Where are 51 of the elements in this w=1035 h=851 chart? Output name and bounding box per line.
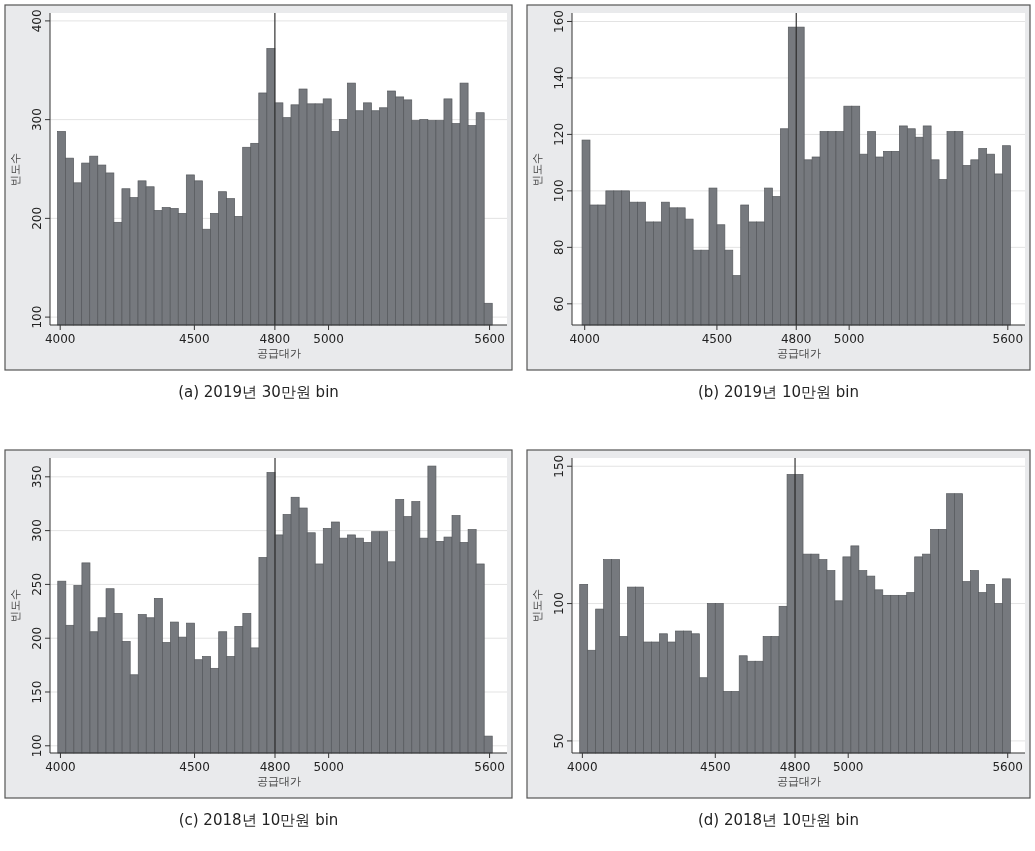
x-axis-title: 공급대가 bbox=[256, 347, 301, 360]
y-tick-label: 50 bbox=[552, 733, 566, 749]
y-axis-title: 빈도수 bbox=[9, 152, 22, 186]
x-axis-title: 공급대가 bbox=[776, 347, 821, 360]
y-tick-label: 100 bbox=[30, 734, 44, 758]
x-tick-label: 5600 bbox=[992, 760, 1023, 774]
x-tick-label: 5000 bbox=[313, 332, 344, 346]
y-tick-label: 150 bbox=[30, 680, 44, 704]
x-axis-title: 공급대가 bbox=[776, 775, 821, 788]
x-tick-label: 4500 bbox=[179, 332, 210, 346]
x-tick-label: 4500 bbox=[179, 760, 210, 774]
y-tick-label: 60 bbox=[552, 296, 566, 312]
x-tick-label: 5000 bbox=[313, 760, 344, 774]
x-tick-label: 5600 bbox=[474, 332, 505, 346]
y-tick-label: 120 bbox=[552, 122, 566, 146]
x-tick-label: 4800 bbox=[259, 760, 291, 774]
text: (c) 2018년 10만원 bin bbox=[178, 811, 339, 829]
x-tick-label: 5000 bbox=[833, 332, 865, 346]
y-tick-label: 100 bbox=[552, 592, 566, 616]
y-tick-label: 100 bbox=[552, 179, 566, 203]
y-tick-label: 160 bbox=[552, 10, 566, 33]
x-tick-label: 5000 bbox=[832, 760, 864, 774]
x-tick-label: 4000 bbox=[567, 760, 598, 774]
y-tick-label: 200 bbox=[30, 626, 44, 650]
y-tick-label: 250 bbox=[30, 572, 44, 596]
y-tick-label: 300 bbox=[30, 108, 44, 132]
x-tick-label: 4000 bbox=[45, 760, 76, 774]
y-tick-label: 200 bbox=[30, 206, 44, 230]
y-tick-label: 350 bbox=[30, 465, 44, 489]
x-tick-label: 5600 bbox=[992, 332, 1024, 346]
x-tick-label: 4500 bbox=[701, 332, 733, 346]
x-tick-label: 4800 bbox=[780, 332, 812, 346]
y-tick-label: 140 bbox=[552, 66, 566, 90]
y-axis-title: 빈도수 bbox=[531, 152, 544, 186]
y-tick-label: 80 bbox=[552, 239, 566, 255]
x-tick-label: 4800 bbox=[779, 760, 811, 774]
x-axis-title: 공급대가 bbox=[256, 775, 301, 788]
text: (b) 2019년 10만원 bin bbox=[698, 383, 859, 401]
x-tick-label: 4500 bbox=[700, 760, 731, 774]
x-tick-label: 4800 bbox=[259, 332, 291, 346]
y-tick-label: 400 bbox=[30, 9, 44, 33]
y-tick-label: 300 bbox=[30, 519, 44, 543]
x-tick-label: 5600 bbox=[474, 760, 505, 774]
text: (d) 2018년 10만원 bin bbox=[698, 811, 859, 829]
y-tick-label: 100 bbox=[30, 305, 44, 329]
y-tick-label: 150 bbox=[552, 454, 566, 478]
x-tick-label: 4000 bbox=[44, 332, 76, 346]
x-tick-label: 4000 bbox=[569, 332, 600, 346]
y-axis-title: 빈도수 bbox=[531, 589, 544, 622]
text: (a) 2019년 30만원 bin bbox=[178, 383, 339, 401]
y-axis-title: 빈도수 bbox=[9, 589, 22, 622]
